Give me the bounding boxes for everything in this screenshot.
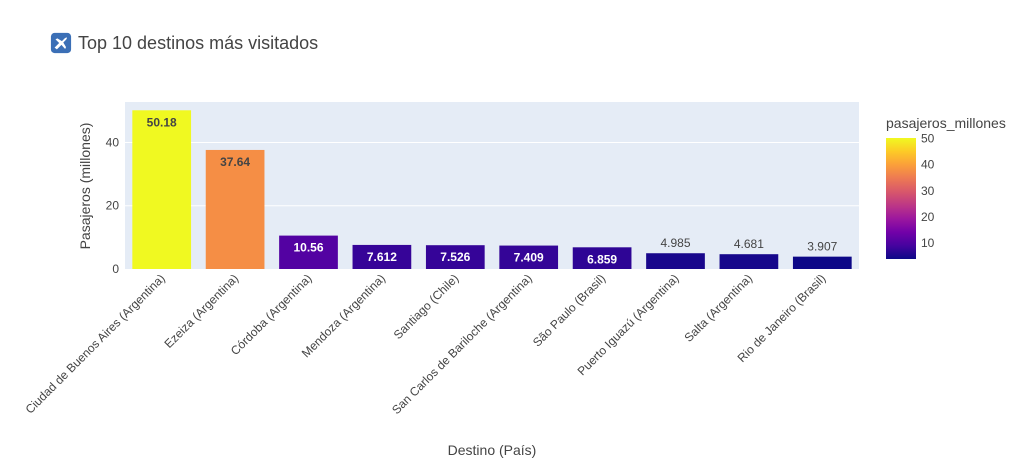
bar[interactable] — [132, 110, 192, 269]
x-tick-label: Ezeiza (Argentina) — [162, 271, 242, 351]
x-axis-title: Destino (País) — [448, 442, 537, 458]
colorbar-tick-label: 20 — [921, 210, 935, 224]
y-tick-label: 40 — [106, 135, 120, 149]
bars — [132, 110, 852, 269]
bar-value-label: 10.56 — [293, 241, 323, 255]
bar[interactable] — [572, 247, 632, 269]
bar[interactable] — [425, 245, 485, 269]
colorbar-tick-label: 40 — [921, 158, 935, 172]
bar[interactable] — [279, 235, 338, 269]
y-tick-label: 0 — [112, 262, 119, 276]
x-tick-label: Ciudad de Buenos Aires (Argentina) — [23, 271, 168, 416]
bar[interactable] — [352, 244, 412, 269]
x-tick-label: São Paulo (Brasil) — [530, 271, 608, 349]
y-tick-labels: 0 20 40 — [106, 135, 120, 276]
bar-value-label: 4.985 — [660, 236, 690, 250]
bar-value-label: 4.681 — [734, 237, 764, 251]
colorbar-tick-label: 50 — [921, 131, 935, 145]
bar[interactable] — [792, 256, 852, 269]
x-tick-label: Mendoza (Argentina) — [299, 271, 388, 360]
x-tick-label: Santiago (Chile) — [391, 271, 462, 342]
chart-title-text: Top 10 destinos más visitados — [78, 32, 319, 53]
bar[interactable] — [719, 254, 779, 269]
x-tick-label: Córdoba (Argentina) — [228, 271, 315, 358]
colorbar — [886, 138, 916, 259]
y-axis-title: Pasajeros (millones) — [77, 123, 93, 250]
airplane-icon — [50, 32, 72, 54]
x-tick-labels: Ciudad de Buenos Aires (Argentina)Ezeiza… — [23, 271, 829, 417]
colorbar-title: pasajeros_millones — [886, 115, 1006, 131]
bar-value-label: 6.859 — [587, 252, 617, 266]
chart-title: Top 10 destinos más visitados — [50, 32, 318, 54]
colorbar-tick-label: 30 — [921, 184, 935, 198]
colorbar-tick-label: 10 — [921, 236, 935, 250]
bar-value-label: 37.64 — [220, 155, 250, 169]
bar-value-label: 7.612 — [367, 250, 397, 264]
y-tick-label: 20 — [106, 199, 120, 213]
bar[interactable] — [646, 253, 705, 269]
bar[interactable] — [499, 245, 559, 269]
bar-value-label: 50.18 — [147, 115, 177, 129]
bar-value-label: 3.907 — [807, 240, 837, 254]
bar-value-labels: 50.18 37.64 10.56 7.612 7.526 7.409 6.859 4.985… — [147, 115, 838, 266]
x-tick-label: San Carlos de Bariloche (Argentina) — [389, 271, 535, 417]
bar-value-label: 7.409 — [514, 251, 544, 265]
colorbar-tick-labels: 10 20 30 40 50 — [921, 131, 935, 250]
bar-value-label: 7.526 — [440, 250, 470, 264]
bar[interactable] — [205, 149, 265, 269]
x-tick-label: Salta (Argentina) — [681, 271, 755, 345]
